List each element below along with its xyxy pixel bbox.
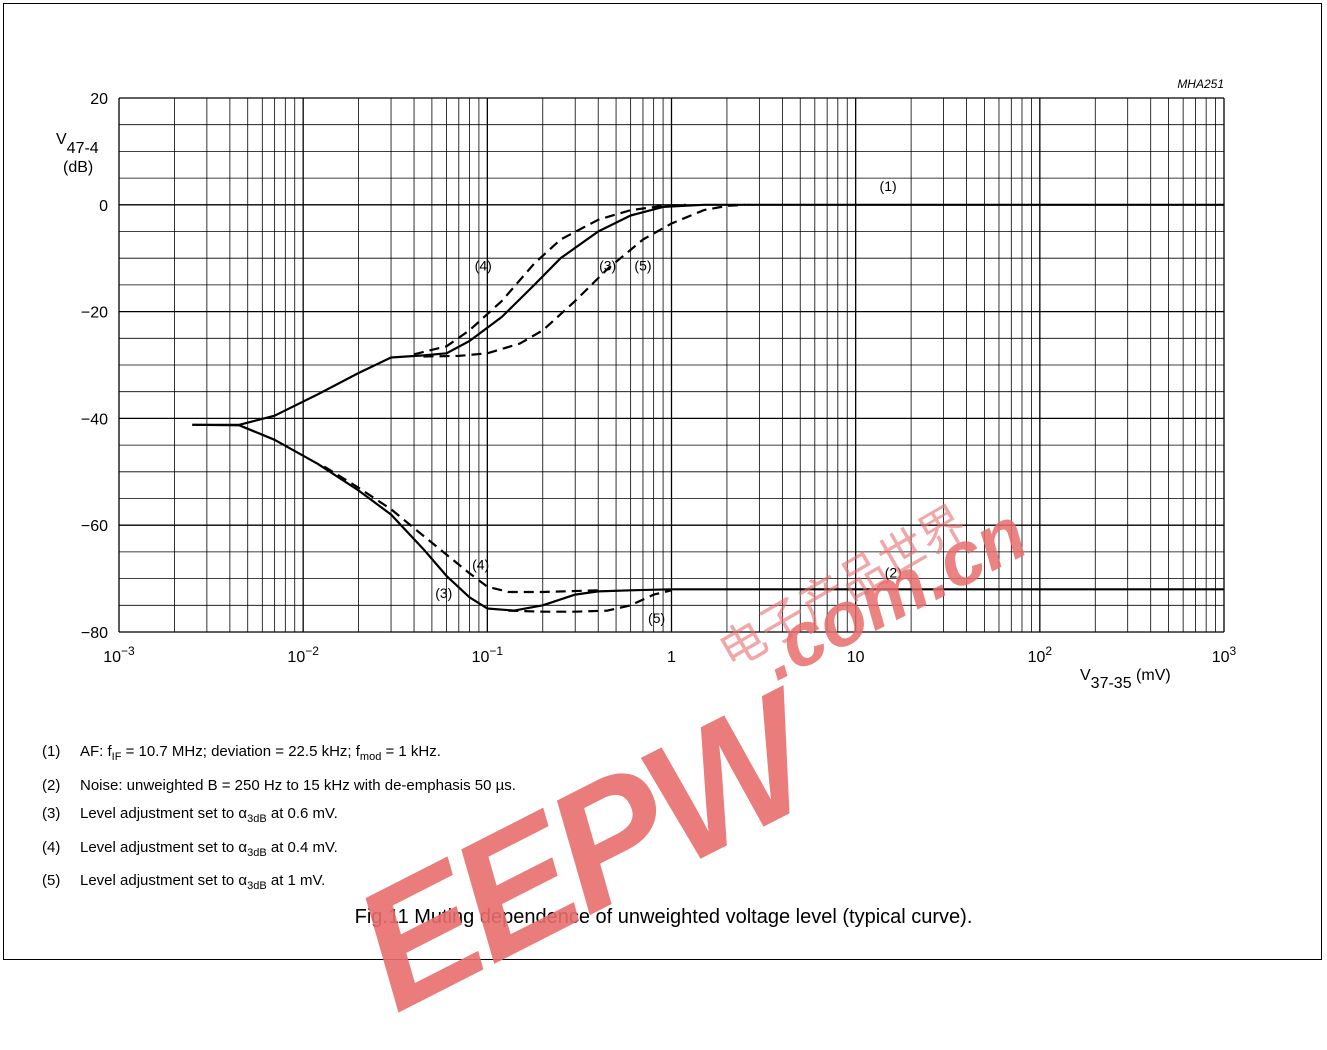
note-fragment: = 10.7 MHz; deviation = 22.5 kHz; f [121, 743, 360, 760]
series-line [323, 465, 599, 594]
note-number: (4) [42, 838, 61, 856]
curve-annotation: (1) [880, 178, 897, 194]
note-fragment: = 1 kHz. [381, 743, 441, 760]
note-subscript: mod [359, 751, 382, 763]
note-fragment: Level adjustment set to α [80, 872, 248, 889]
x-tick-base: 10 [1028, 649, 1046, 666]
note-text: Level adjustment set to α3dB at 1 mV. [80, 867, 325, 901]
x-axis-unit: (mV) [1132, 667, 1171, 684]
curve-annotation: (3) [435, 585, 452, 601]
figure-id: MHA251 [1177, 77, 1224, 91]
x-axis-label: V37-35 (mV) [1080, 667, 1171, 692]
note-row: (4) Level adjustment set to α3dB at 0.4 m… [42, 834, 516, 868]
x-tick-exponent: −2 [305, 644, 319, 658]
note-row: (5) Level adjustment set to α3dB at 1 mV. [42, 867, 516, 901]
x-tick-exponent: −1 [489, 644, 503, 658]
x-tick-label: 10−2 [287, 644, 319, 666]
chart-grid [118, 97, 1225, 633]
x-tick-base: 10 [287, 649, 305, 666]
x-tick-label: 103 [1212, 644, 1237, 666]
x-tick-label: 10 [847, 649, 865, 666]
x-tick-base: 10 [847, 649, 865, 666]
note-fragment: Level adjustment set to α [80, 805, 248, 822]
note-text: Level adjustment set to α3dB at 0.6 mV. [80, 800, 338, 834]
y-tick-label: −20 [81, 305, 108, 322]
x-tick-base: 10 [1212, 649, 1230, 666]
curve-annotation: (4) [475, 257, 492, 273]
note-subscript: 3dB [247, 813, 267, 825]
curve-annotation: (2) [885, 565, 902, 581]
x-axis-label-sub: 37-35 [1091, 675, 1132, 692]
curve-annotation: (3) [599, 257, 616, 273]
x-tick-base: 10 [472, 649, 490, 666]
y-tick-label: −80 [81, 625, 108, 642]
note-fragment: Noise: unweighted B = 250 Hz to 15 kHz w… [80, 776, 516, 794]
y-tick-label: 20 [90, 91, 108, 108]
x-tick-exponent: 3 [1230, 644, 1237, 658]
y-axis-label-main: V [56, 131, 67, 148]
series-line [192, 203, 1224, 426]
note-number: (5) [42, 872, 61, 889]
note-fragment: AF: f [80, 743, 112, 760]
y-tick-label: −60 [81, 518, 108, 535]
curve-annotation: (5) [648, 610, 665, 626]
note-fragment: Level adjustment set to α [80, 838, 248, 856]
figure-caption: Fig.11 Muting dependence of unweighted v… [354, 906, 973, 928]
note-row: (3) Level adjustment set to α3dB at 0.6 m… [42, 800, 516, 834]
note-number: (2) [42, 776, 61, 794]
x-tick-label: 1 [667, 649, 676, 666]
curve-annotation: (4) [472, 557, 489, 573]
x-tick-exponent: 2 [1045, 644, 1052, 658]
note-row: (2) Noise: unweighted B = 250 Hz to 15 kH… [42, 772, 516, 801]
note-fragment: at 0.6 mV. [266, 805, 338, 822]
series-line [192, 423, 1224, 612]
note-subscript: IF [111, 751, 122, 763]
note-subscript: 3dB [247, 880, 267, 892]
series-line [508, 589, 672, 613]
note-text: AF: fIF = 10.7 MHz; deviation = 22.5 kHz… [80, 738, 441, 772]
note-text: Level adjustment set to α3dB at 0.4 mV. [80, 834, 338, 868]
y-tick-label: 0 [99, 198, 108, 215]
y-tick-label: −40 [81, 411, 108, 428]
note-text: Noise: unweighted B = 250 Hz to 15 kHz w… [80, 772, 516, 801]
y-axis-label-sub: 47-4 [67, 140, 99, 157]
note-fragment: at 0.4 mV. [266, 838, 338, 856]
note-number: (1) [42, 743, 61, 760]
x-tick-base: 1 [667, 649, 676, 666]
note-number: (3) [42, 805, 61, 822]
curve-annotation: (5) [634, 257, 651, 273]
note-row: (1) AF: fIF = 10.7 MHz; deviation = 22.5 … [42, 738, 516, 772]
figure-notes: (1) AF: fIF = 10.7 MHz; deviation = 22.5 … [42, 738, 516, 901]
x-tick-exponent: −3 [121, 644, 135, 658]
note-subscript: 3dB [247, 846, 267, 859]
note-fragment: at 1 mV. [266, 872, 326, 889]
x-tick-label: 10−1 [472, 644, 504, 666]
y-axis-unit: (dB) [63, 159, 93, 176]
y-axis-label: V47-4 [56, 131, 99, 157]
x-tick-label: 102 [1028, 644, 1053, 666]
x-tick-label: 10−3 [103, 644, 135, 666]
figure-frame [3, 3, 1322, 960]
chart-series-layer [192, 203, 1224, 613]
x-axis-label-main: V [1080, 667, 1091, 684]
x-tick-base: 10 [103, 649, 121, 666]
series-line [413, 203, 687, 356]
